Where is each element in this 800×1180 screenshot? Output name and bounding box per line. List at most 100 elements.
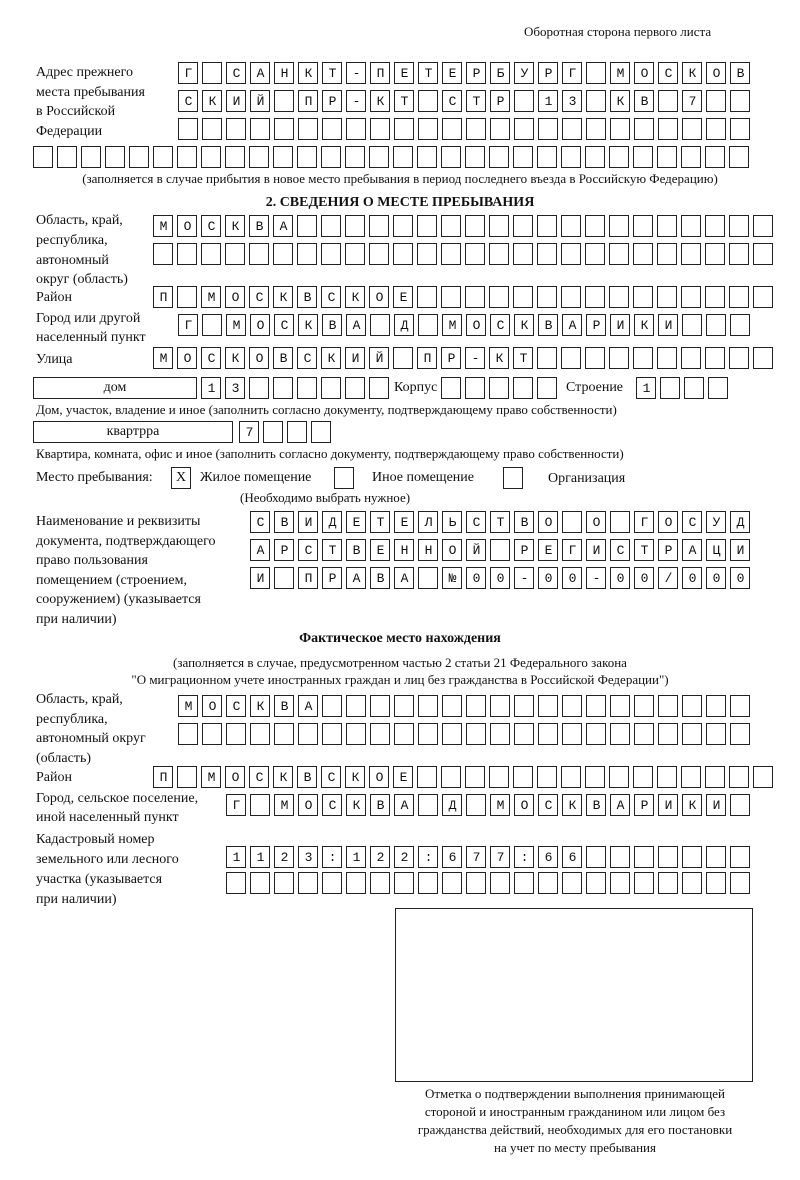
char-cell[interactable] <box>610 872 630 894</box>
char-cell[interactable] <box>442 695 462 717</box>
char-cell[interactable] <box>682 872 702 894</box>
char-cell[interactable] <box>633 146 653 168</box>
char-cell[interactable] <box>418 511 438 533</box>
char-cell[interactable] <box>490 511 510 533</box>
region-row-2[interactable] <box>153 243 773 265</box>
char-cell[interactable] <box>585 286 605 308</box>
char-cell[interactable] <box>514 118 534 140</box>
char-cell[interactable] <box>705 215 725 237</box>
char-cell[interactable] <box>369 243 389 265</box>
char-cell[interactable] <box>346 511 366 533</box>
char-cell[interactable] <box>417 215 437 237</box>
char-cell[interactable] <box>538 118 558 140</box>
char-cell[interactable] <box>730 723 750 745</box>
char-cell[interactable] <box>730 62 750 84</box>
char-cell[interactable] <box>729 146 749 168</box>
char-cell[interactable] <box>634 539 654 561</box>
char-cell[interactable] <box>513 286 533 308</box>
char-cell[interactable] <box>287 421 307 443</box>
char-cell[interactable] <box>442 539 462 561</box>
char-cell[interactable] <box>706 511 726 533</box>
korpus-row[interactable] <box>441 377 557 399</box>
char-cell[interactable] <box>346 90 366 112</box>
char-cell[interactable] <box>322 62 342 84</box>
char-cell[interactable] <box>538 90 558 112</box>
cadastre-row-2[interactable] <box>226 872 750 894</box>
char-cell[interactable] <box>708 377 728 399</box>
char-cell[interactable] <box>393 766 413 788</box>
char-cell[interactable] <box>658 872 678 894</box>
char-cell[interactable] <box>514 872 534 894</box>
char-cell[interactable] <box>610 846 630 868</box>
char-cell[interactable] <box>202 90 222 112</box>
char-cell[interactable] <box>658 511 678 533</box>
char-cell[interactable] <box>610 314 630 336</box>
char-cell[interactable] <box>514 567 534 589</box>
char-cell[interactable] <box>225 243 245 265</box>
char-cell[interactable] <box>394 314 414 336</box>
char-cell[interactable] <box>370 90 390 112</box>
char-cell[interactable] <box>466 314 486 336</box>
char-cell[interactable] <box>225 286 245 308</box>
char-cell[interactable] <box>394 118 414 140</box>
char-cell[interactable] <box>298 695 318 717</box>
char-cell[interactable] <box>513 215 533 237</box>
char-cell[interactable] <box>345 215 365 237</box>
char-cell[interactable] <box>561 766 581 788</box>
char-cell[interactable] <box>177 766 197 788</box>
char-cell[interactable] <box>202 118 222 140</box>
char-cell[interactable] <box>610 695 630 717</box>
char-cell[interactable] <box>466 846 486 868</box>
char-cell[interactable] <box>250 567 270 589</box>
char-cell[interactable] <box>610 62 630 84</box>
char-cell[interactable] <box>634 794 654 816</box>
char-cell[interactable] <box>562 511 582 533</box>
char-cell[interactable] <box>466 695 486 717</box>
char-cell[interactable] <box>274 62 294 84</box>
char-cell[interactable] <box>274 539 294 561</box>
char-cell[interactable] <box>706 723 726 745</box>
char-cell[interactable] <box>682 723 702 745</box>
char-cell[interactable] <box>586 872 606 894</box>
char-cell[interactable] <box>274 794 294 816</box>
char-cell[interactable] <box>250 794 270 816</box>
char-cell[interactable] <box>586 846 606 868</box>
char-cell[interactable] <box>730 539 750 561</box>
char-cell[interactable] <box>610 511 630 533</box>
char-cell[interactable] <box>490 794 510 816</box>
char-cell[interactable] <box>346 794 366 816</box>
char-cell[interactable] <box>682 567 702 589</box>
char-cell[interactable] <box>465 347 485 369</box>
char-cell[interactable] <box>538 511 558 533</box>
char-cell[interactable] <box>418 539 438 561</box>
house-number-row[interactable]: 13 <box>201 377 389 399</box>
char-cell[interactable] <box>201 215 221 237</box>
char-cell[interactable] <box>322 567 342 589</box>
char-cell[interactable] <box>682 794 702 816</box>
char-cell[interactable] <box>466 511 486 533</box>
char-cell[interactable] <box>633 347 653 369</box>
char-cell[interactable] <box>393 243 413 265</box>
char-cell[interactable] <box>514 695 534 717</box>
char-cell[interactable] <box>729 347 749 369</box>
char-cell[interactable] <box>538 872 558 894</box>
char-cell[interactable] <box>442 90 462 112</box>
char-cell[interactable] <box>346 723 366 745</box>
char-cell[interactable] <box>729 286 749 308</box>
char-cell[interactable] <box>465 215 485 237</box>
char-cell[interactable] <box>345 766 365 788</box>
char-cell[interactable] <box>657 766 677 788</box>
char-cell[interactable] <box>394 511 414 533</box>
char-cell[interactable] <box>298 511 318 533</box>
char-cell[interactable] <box>682 539 702 561</box>
char-cell[interactable] <box>513 243 533 265</box>
char-cell[interactable] <box>322 539 342 561</box>
char-cell[interactable] <box>418 794 438 816</box>
char-cell[interactable] <box>249 243 269 265</box>
char-cell[interactable] <box>537 347 557 369</box>
char-cell[interactable] <box>297 347 317 369</box>
char-cell[interactable] <box>466 118 486 140</box>
char-cell[interactable] <box>369 286 389 308</box>
char-cell[interactable] <box>586 314 606 336</box>
char-cell[interactable] <box>633 286 653 308</box>
